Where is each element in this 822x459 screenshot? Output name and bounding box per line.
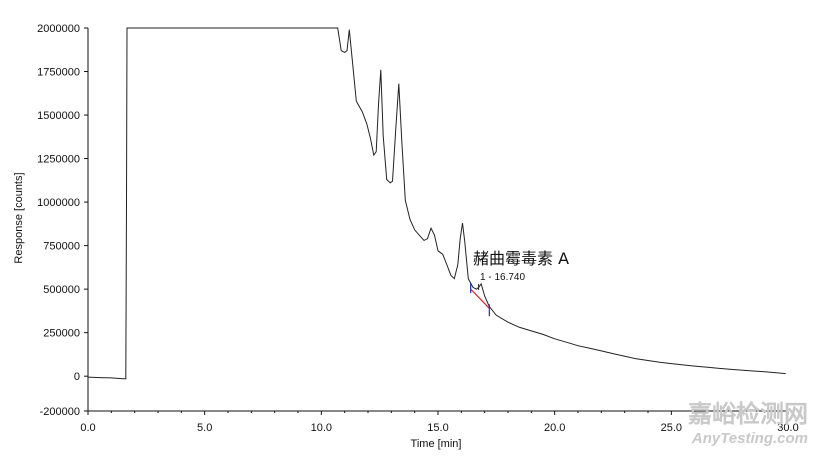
- x-tick-label: 5.0: [197, 422, 212, 434]
- x-tick-labels: 0.0 5.0 10.0 15.0 20.0 25.0 30.0: [80, 422, 798, 434]
- x-tick-label: 30.0: [777, 422, 798, 434]
- y-tick-label: 500000: [43, 284, 80, 296]
- y-tick-label: 1500000: [37, 110, 80, 122]
- y-axis-title: Response [counts]: [13, 172, 25, 263]
- y-tick-label: 2000000: [37, 23, 80, 35]
- y-tick-label: 0: [74, 371, 80, 383]
- peak-baseline: [470, 288, 490, 309]
- x-tick-label: 15.0: [427, 422, 448, 434]
- y-tick-label: 750000: [43, 241, 80, 253]
- retention-time-label: 1 - 16.740: [480, 272, 525, 283]
- x-tick-label: 10.0: [311, 422, 332, 434]
- axes: [87, 28, 788, 412]
- y-tick-label: 1250000: [37, 154, 80, 166]
- y-tick-labels: -200000 0 250000 500000 750000 1000000 1250000…: [37, 23, 80, 418]
- x-tick-label: 25.0: [661, 422, 682, 434]
- y-tick-label: 1750000: [37, 67, 80, 79]
- compound-label: 赭曲霉毒素 A: [473, 249, 569, 268]
- watermark-chinese: 嘉峪检测网: [688, 400, 808, 428]
- x-axis-title: Time [min]: [411, 438, 462, 450]
- x-tick-label: 20.0: [544, 422, 565, 434]
- x-tick-label: 0.0: [80, 422, 95, 434]
- watermark-english: AnyTesting.com: [691, 430, 808, 447]
- y-tick-label: 250000: [43, 328, 80, 340]
- y-tick-label: -200000: [40, 406, 80, 418]
- tick-marks: [84, 27, 789, 415]
- chromatogram-trace: [87, 27, 786, 380]
- y-tick-label: 1000000: [37, 197, 80, 209]
